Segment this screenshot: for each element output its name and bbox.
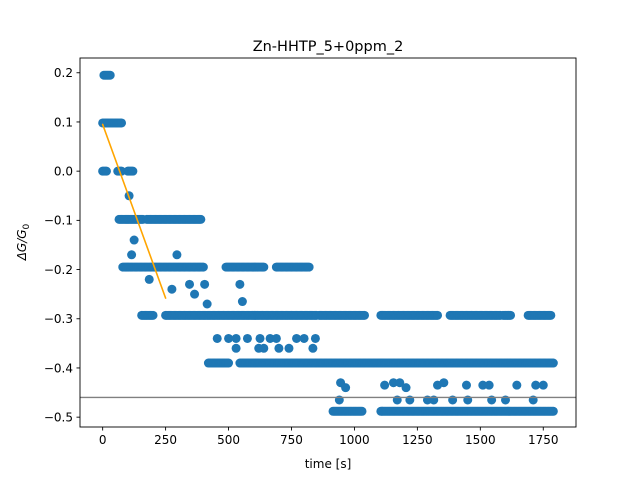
data-point [235,279,245,289]
data-point [292,333,302,343]
data-point [129,235,139,245]
data-point [274,343,284,353]
y-axis-label-main: ΔG/G [15,229,29,261]
data-point [484,380,494,390]
data-point [224,333,234,343]
data-point [360,310,370,320]
data-point [212,333,222,343]
x-axis: 0 250 500 750 1000 1250 1500 1750 [99,427,559,447]
x-tick-label: 500 [217,433,240,447]
data-point [202,299,212,309]
data-point [237,297,247,307]
data-point [128,166,138,176]
data-point [506,310,516,320]
data-point [439,378,449,388]
data-point [172,250,182,260]
x-tick-label: 1250 [402,433,433,447]
data-point [259,343,269,353]
data-point [101,166,111,176]
data-point [200,279,210,289]
data-point [357,406,367,416]
data-point [148,310,158,320]
data-point [395,378,405,388]
y-tick-label: 0.2 [54,66,73,80]
data-point [224,358,234,368]
data-point [265,333,275,343]
data-point [231,343,241,353]
data-point [546,310,556,320]
data-point [231,333,241,343]
plot-frame [79,57,577,428]
y-axis-label: ΔG/G0 [15,223,32,261]
data-point [461,380,471,390]
data-point [271,333,281,343]
y-tick-label: 0.0 [54,164,73,178]
data-point [478,380,488,390]
y-tick-label: −0.1 [44,214,73,228]
data-point [198,262,208,272]
data-point [255,333,265,343]
data-point [259,262,269,272]
data-point [242,333,252,343]
data-point [531,380,541,390]
data-point [304,262,314,272]
x-tick-label: 1750 [528,433,559,447]
data-point [117,118,127,128]
scatter-points [98,70,558,416]
data-point [190,289,200,299]
x-tick-label: 250 [154,433,177,447]
data-point [105,70,115,80]
y-tick-label: −0.5 [44,410,73,424]
x-tick-label: 1000 [339,433,370,447]
data-point [548,406,558,416]
data-point [388,378,398,388]
x-axis-label: time [s] [305,457,352,471]
data-point [401,383,411,393]
y-tick-label: 0.1 [54,115,73,129]
x-tick-label: 0 [99,433,107,447]
data-point [310,333,320,343]
data-point [548,358,558,368]
data-point [284,343,294,353]
chart-title: Zn-HHTP_5+0ppm_2 [253,39,404,55]
data-point [341,383,351,393]
x-tick-label: 750 [280,433,303,447]
data-point [433,310,443,320]
data-point [512,380,522,390]
fit-line [101,123,167,299]
data-point [380,380,390,390]
data-point [144,274,154,284]
y-axis-label-subscript: 0 [22,223,32,229]
data-point [167,284,177,294]
data-point [196,214,206,224]
y-tick-label: −0.3 [44,312,73,326]
data-point [127,250,137,260]
x-tick-label: 1500 [465,433,496,447]
y-tick-label: −0.2 [44,263,73,277]
y-axis: 0.2 0.1 0.0 −0.1 −0.2 −0.3 −0.4 −0.5 [44,66,80,424]
data-point [299,333,309,343]
data-point [308,343,318,353]
y-tick-label: −0.4 [44,361,73,375]
data-point [538,380,548,390]
plot-area [80,70,576,416]
data-point [185,279,195,289]
